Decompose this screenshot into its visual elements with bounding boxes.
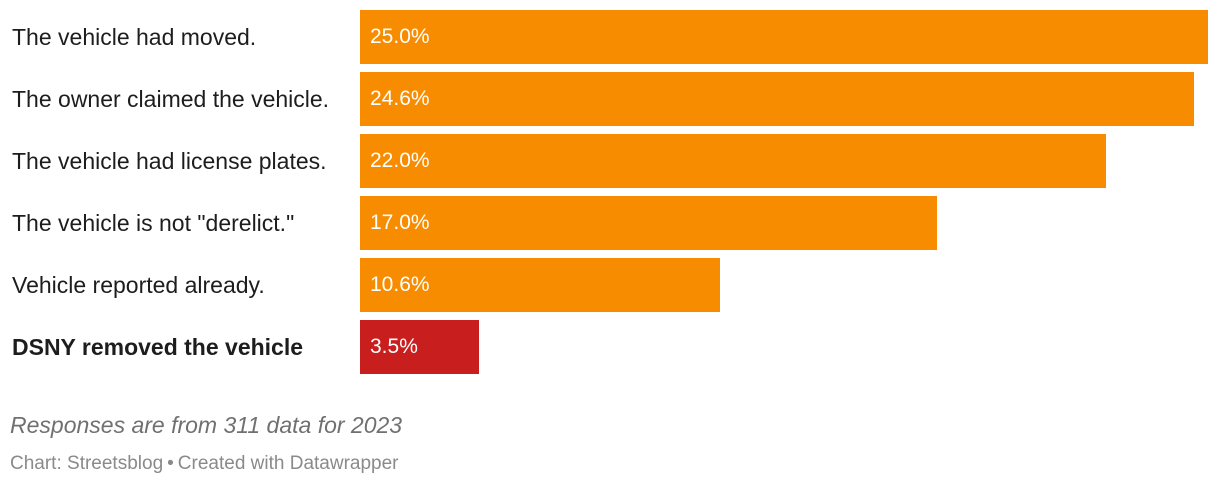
category-label: The vehicle is not "derelict." bbox=[12, 210, 295, 236]
bar-value-label: 17.0% bbox=[370, 211, 430, 234]
bar-row: Vehicle reported already. 10.6% bbox=[0, 258, 1220, 312]
category-label: The vehicle had moved. bbox=[12, 24, 257, 50]
bar-row: The owner claimed the vehicle. 24.6% bbox=[0, 72, 1220, 126]
datawrapper-credit: Created with Datawrapper bbox=[177, 453, 399, 474]
bar bbox=[360, 10, 1208, 64]
bar bbox=[360, 72, 1194, 126]
source-credit: Chart: Streetsblog bbox=[10, 453, 164, 474]
bar bbox=[360, 134, 1106, 188]
footer-separator: • bbox=[167, 453, 174, 474]
bar bbox=[360, 320, 479, 374]
bar-row: The vehicle had license plates. 22.0% bbox=[0, 134, 1220, 188]
bar-value-label: 25.0% bbox=[370, 25, 430, 48]
category-label: The vehicle had license plates. bbox=[12, 148, 327, 174]
chart-footer: Chart: Streetsblog • Created with Datawrap… bbox=[10, 453, 399, 475]
bar-value-label: 24.6% bbox=[370, 87, 430, 110]
chart-note: Responses are from 311 data for 2023 bbox=[10, 412, 403, 438]
bar-row: The vehicle is not "derelict." 17.0% bbox=[0, 196, 1220, 250]
category-label: The owner claimed the vehicle. bbox=[12, 86, 330, 112]
bar-row: The vehicle had moved. 25.0% bbox=[0, 10, 1220, 64]
bar bbox=[360, 196, 937, 250]
bar-row: DSNY removed the vehicle 3.5% bbox=[0, 320, 1220, 374]
bar-value-label: 3.5% bbox=[370, 335, 418, 358]
category-label: Vehicle reported already. bbox=[12, 272, 265, 298]
category-label: DSNY removed the vehicle bbox=[12, 334, 304, 360]
bar-value-label: 22.0% bbox=[370, 149, 430, 172]
bar-value-label: 10.6% bbox=[370, 273, 430, 296]
bar bbox=[360, 258, 720, 312]
